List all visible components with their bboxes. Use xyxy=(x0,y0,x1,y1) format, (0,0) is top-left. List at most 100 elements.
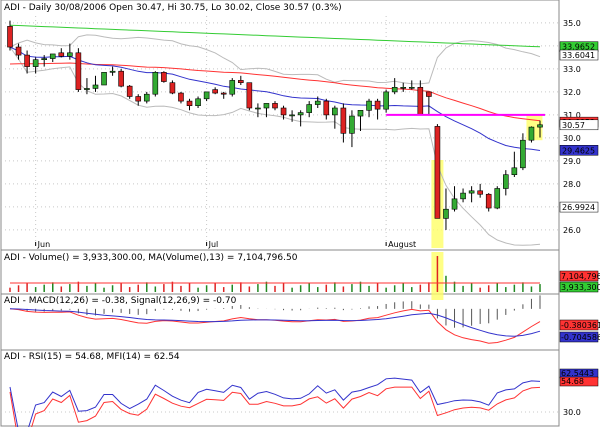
candle-body xyxy=(417,87,424,116)
candle-body xyxy=(238,80,244,84)
candle-body xyxy=(537,124,543,128)
price-tick-label: 28.0 xyxy=(563,180,581,189)
signal-line xyxy=(9,308,541,337)
price-tick-label: 30.0 xyxy=(563,134,581,143)
candle-body xyxy=(143,93,150,102)
price-tick-label: 29.0 xyxy=(563,157,581,166)
macd-tag-label: -0.380361 xyxy=(561,321,600,330)
candle-body xyxy=(126,85,133,97)
candle-body xyxy=(383,91,389,110)
rsi-tag-box xyxy=(559,376,599,387)
macd-tag-label: -0.704586 xyxy=(561,333,600,342)
volume-tag-label: 7,104,796.5 xyxy=(561,272,600,281)
candle-body xyxy=(229,80,236,95)
candle-body xyxy=(272,103,278,109)
candle-body xyxy=(477,190,483,195)
bollinger-lower xyxy=(9,46,541,246)
price-tag-label: 33.6041 xyxy=(562,51,595,60)
price-panel xyxy=(0,0,560,251)
price-axis: 35.034.033.032.031.030.029.028.027.026.0… xyxy=(559,19,599,235)
price-tag-box xyxy=(559,145,599,156)
candle-body xyxy=(152,72,159,95)
candle-body xyxy=(41,58,47,60)
volume-tag-label: 3,933,300 xyxy=(561,283,600,292)
candle-body xyxy=(220,92,227,95)
candle-body xyxy=(511,167,518,176)
ma50-line xyxy=(9,62,541,122)
candle-body xyxy=(195,98,201,107)
candle-body xyxy=(443,208,449,219)
macd-header: ADI - MACD(12,26) = -0.38, Signal(12,26,… xyxy=(4,296,237,306)
candles xyxy=(7,20,543,230)
rsi-header: ADI - RSI(15) = 54.68, MFI(14) = 62.54 xyxy=(4,352,180,362)
chart-title: ADI - Daily 30/08/2006 Open 30.47, Hi 30… xyxy=(4,3,342,13)
candle-body xyxy=(67,52,73,57)
candle-body xyxy=(528,126,535,141)
price-tag-box xyxy=(559,49,599,61)
candle-body xyxy=(186,100,193,106)
candle-body xyxy=(75,52,82,90)
candle-body xyxy=(366,100,372,111)
candle-body xyxy=(314,100,321,105)
price-tag-box xyxy=(559,201,599,213)
candle-body xyxy=(109,70,116,73)
mfi-line xyxy=(9,377,541,427)
price-tick-label: 32.0 xyxy=(563,88,581,97)
candle-body xyxy=(494,188,501,209)
price-tag-box xyxy=(559,119,599,131)
price-tick-label: 31.0 xyxy=(563,111,581,120)
rsi-tag-label: 54.68 xyxy=(561,377,584,386)
candle-body xyxy=(203,91,210,100)
price-tick-label: 35.0 xyxy=(563,19,581,28)
price-tag-label: 26.9924 xyxy=(562,203,595,212)
candle-body xyxy=(391,87,398,93)
candle-body xyxy=(460,192,466,200)
candle-body xyxy=(7,26,13,48)
candle-body xyxy=(49,53,56,59)
candle-body xyxy=(24,54,30,67)
candle-body xyxy=(408,87,415,89)
volume-header: ADI - Volume() = 3,933,300.00, MA(Volume… xyxy=(4,253,298,263)
bollinger-bands xyxy=(9,34,541,246)
price-tag-label: 29.4625 xyxy=(562,146,595,155)
candle-body xyxy=(178,92,184,102)
bollinger-upper xyxy=(9,34,541,85)
candle-body xyxy=(323,100,330,116)
rsi-line xyxy=(9,386,541,427)
candle-body xyxy=(357,110,364,117)
candle-body xyxy=(306,104,312,113)
candle-body xyxy=(485,193,492,209)
price-tick-label: 33.0 xyxy=(563,65,581,74)
candle-body xyxy=(468,190,475,194)
x-axis-label: Jun xyxy=(37,240,51,249)
rsi-tag-label: 62.5443 xyxy=(561,369,594,378)
ma20-line xyxy=(9,46,541,151)
candle-body xyxy=(101,72,107,86)
candle-body xyxy=(169,82,176,94)
candle-body xyxy=(15,46,22,56)
x-axis-labels: Jun Jul August xyxy=(35,240,416,249)
macd-tag-box xyxy=(559,319,599,331)
candle-body xyxy=(212,89,218,94)
candle-body xyxy=(451,198,458,210)
candle-body xyxy=(135,96,142,102)
candle-body xyxy=(289,114,295,117)
volume-tag-box xyxy=(559,281,599,293)
macd-plot: -0.380361 -0.704586 xyxy=(9,295,600,344)
price-tag-label: 30.57 xyxy=(562,121,585,130)
rsi-tick-label: 30.0 xyxy=(563,408,581,417)
rsi-panel xyxy=(0,349,560,427)
candle-body xyxy=(32,59,39,67)
candle-body xyxy=(263,103,270,109)
ma200-line xyxy=(9,24,541,48)
x-axis-label: August xyxy=(388,240,416,249)
candle-body xyxy=(161,72,167,82)
candle-body xyxy=(280,107,287,116)
candle-body xyxy=(426,91,432,97)
candle-body xyxy=(349,115,355,134)
price-tag-label: 33.9652 xyxy=(562,43,595,52)
candle-body xyxy=(332,107,338,116)
volume-tag-box xyxy=(559,270,599,282)
candle-body xyxy=(118,70,124,87)
